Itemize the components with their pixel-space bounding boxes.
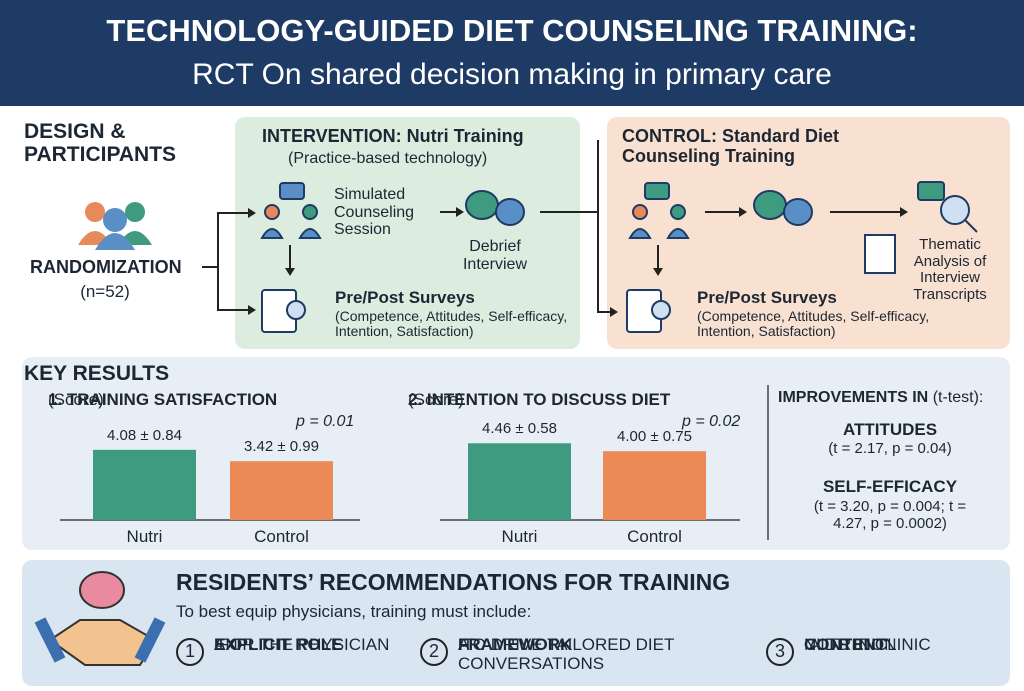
recommendation-pre: AN	[214, 635, 243, 654]
category-label: Control	[254, 527, 309, 546]
title: TECHNOLOGY-GUIDED DIET COUNSELING TRAINI…	[106, 13, 918, 48]
control-title: CONTROL: Standard Diet Counseling Traini…	[622, 126, 840, 166]
self-efficacy: SELF-EFFICACY	[822, 477, 958, 496]
recommendation-bold: FRAMEWORK	[458, 635, 573, 654]
recommendations-intro: To best equip physicians, training must …	[176, 602, 532, 621]
recommendation-bold: EXPLICIT ROLE	[214, 635, 343, 654]
number-circle	[766, 638, 794, 666]
number-circle	[420, 638, 448, 666]
category-label: Nutri	[501, 527, 538, 546]
item-number: 1	[184, 641, 195, 661]
bar	[230, 461, 333, 520]
attitudes: ATTITUDES	[842, 420, 938, 439]
surveys: Pre/Post Surveys	[335, 288, 475, 307]
chart-title-text: 2. INTENTION TO DISCUSS DIET	[408, 390, 671, 409]
analysis: Thematic Analysis of Interview Transcrip…	[913, 236, 987, 303]
randomization: RANDOMIZATION	[30, 257, 182, 277]
recommendation-post: AIDS IN CLINIC	[804, 635, 931, 654]
surveys-detail: (Competence, Attitudes, Self-efficacy, I…	[335, 308, 568, 340]
header-band	[0, 0, 1024, 106]
debrief: Debrief Interview	[462, 238, 528, 273]
surveys: Pre/Post Surveys	[697, 288, 837, 307]
item-number: 3	[774, 641, 785, 661]
p-value: p = 0.01	[296, 413, 355, 430]
bar	[468, 443, 571, 520]
recommendation-bold: CONTENT	[804, 635, 887, 654]
self-efficacy-stat: (t = 3.20, p = 0.004; t = 4.27, p = 0.00…	[813, 498, 967, 532]
session: Simulated Counseling Session	[334, 186, 415, 239]
results-bars	[60, 443, 740, 521]
intervention-subtitle: (Practice-based technology)	[288, 150, 488, 167]
chart-unit: (Score)	[48, 390, 104, 409]
bar	[93, 449, 196, 520]
arrows	[202, 140, 900, 313]
category-label: Control	[627, 527, 682, 546]
value-label: 4.08 ± 0.84	[107, 426, 182, 444]
chart-title-text: 1. TRAINING SATISFACTION	[48, 390, 278, 409]
recommendation-pre: A	[458, 635, 474, 654]
attitudes-stat: (t = 2.17, p = 0.04)	[828, 440, 952, 457]
results-title: KEY RESULTS	[24, 362, 170, 385]
subtitle: RCT On shared decision making in primary…	[192, 58, 832, 91]
value-label: 4.00 ± 0.75	[617, 428, 692, 446]
intervention-title: INTERVENTION: Nutri Training	[262, 126, 524, 146]
people-icon	[78, 202, 152, 250]
value-label: 3.42 ± 0.99	[244, 438, 319, 456]
recommendations-title: RESIDENTS’ RECOMMENDATIONS FOR TRAINING	[176, 569, 731, 595]
sample-size: (n=52)	[80, 282, 130, 301]
recommendation-post: TO DRIVE TAILORED DIET CONVERSATIONS	[458, 635, 679, 673]
recommendation-post: FOR THE PHYSICIAN	[214, 635, 390, 654]
control-panel	[607, 117, 1010, 349]
value-label: 4.46 ± 0.58	[482, 420, 557, 438]
recommendation-pre: NUTRITION	[804, 635, 902, 654]
number-circles	[176, 638, 794, 666]
item-number: 2	[428, 641, 439, 661]
improvements-heading: IMPROVEMENTS IN	[778, 389, 929, 406]
design-title: DESIGN & PARTICIPANTS	[24, 120, 177, 167]
chat-icons	[260, 181, 978, 333]
number-circle	[176, 638, 204, 666]
improvements-title: IMPROVEMENTS IN (t-test):	[778, 389, 983, 407]
improvements-method: (t-test):	[932, 389, 984, 406]
recommendations-panel	[22, 560, 1010, 686]
p-value: p = 0.02	[682, 413, 741, 430]
intervention-panel	[235, 117, 580, 349]
category-label: Nutri	[126, 527, 163, 546]
surveys-detail: (Competence, Attitudes, Self-efficacy, I…	[697, 308, 930, 340]
brain-handshake-icon	[34, 571, 166, 666]
arrow-heads	[248, 207, 908, 317]
bar	[603, 451, 706, 520]
chart-unit: (Score)	[408, 390, 464, 409]
